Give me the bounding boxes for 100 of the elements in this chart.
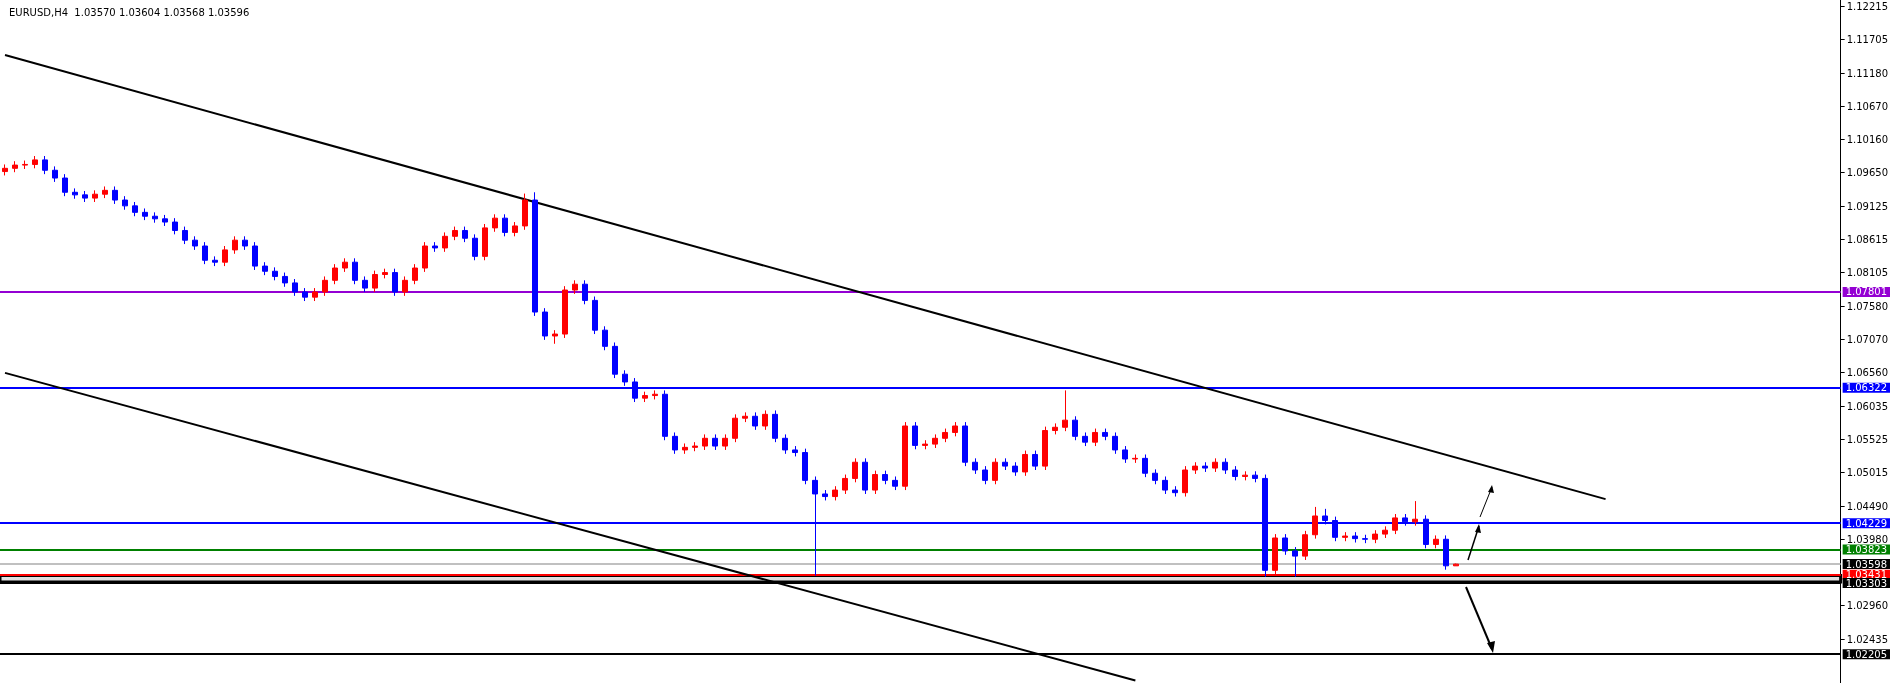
candlestick <box>672 431 678 455</box>
candlestick <box>912 421 918 450</box>
candlestick <box>222 245 228 267</box>
candlestick <box>1362 534 1368 544</box>
candlestick <box>732 413 738 443</box>
y-tick-label: 1.04490 <box>1846 500 1889 512</box>
candlestick <box>962 421 968 467</box>
candlestick <box>1312 506 1318 540</box>
y-tick-label: 1.11705 <box>1846 33 1889 45</box>
candlestick <box>322 275 328 297</box>
text: EURUSD,H4 1.03570 1.03604 1.03568 1.03596 <box>9 6 250 18</box>
candlestick <box>292 278 298 297</box>
candlestick <box>2 163 8 176</box>
candlestick <box>462 226 468 243</box>
candlestick <box>1342 531 1348 542</box>
candlestick <box>572 279 578 295</box>
candlestick <box>1132 453 1138 464</box>
candlestick <box>1232 465 1238 481</box>
y-tick-label: 1.07580 <box>1846 300 1889 312</box>
ref-line-label: 1.06322 <box>1845 382 1888 394</box>
candlestick <box>12 160 18 173</box>
candlestick <box>1022 450 1028 477</box>
candlestick <box>612 341 618 379</box>
ref-line-label: 1.07801 <box>1845 286 1888 298</box>
candlestick <box>82 190 88 203</box>
candlestick <box>1392 513 1398 535</box>
candlestick <box>932 433 938 449</box>
candlestick <box>1012 461 1018 477</box>
candlestick <box>1222 457 1228 475</box>
candlestick <box>1072 415 1078 441</box>
candlestick <box>822 489 828 501</box>
candlestick <box>1282 533 1288 556</box>
ref-line-label: 1.03431 <box>1845 569 1888 581</box>
candlestick <box>102 185 108 199</box>
candlestick <box>1042 426 1048 471</box>
candlestick <box>272 266 278 281</box>
y-tick-label: 1.02960 <box>1846 599 1889 611</box>
candlestick <box>1002 457 1008 471</box>
candlestick <box>1172 485 1178 498</box>
candlestick <box>872 470 878 495</box>
candlestick <box>1082 431 1088 447</box>
candlestick <box>972 457 978 475</box>
candlestick <box>1092 428 1098 447</box>
candlestick <box>182 226 188 245</box>
y-tick-label: 1.10160 <box>1846 133 1889 145</box>
candlestick <box>542 307 548 341</box>
candlestick <box>52 165 58 183</box>
candlestick <box>1453 563 1459 567</box>
candlestick <box>1302 530 1308 561</box>
candlestick <box>752 411 758 431</box>
candlestick <box>482 223 488 261</box>
candlestick <box>562 285 568 339</box>
candlestick <box>1412 500 1418 527</box>
candlestick <box>902 421 908 491</box>
y-tick-label: 1.06560 <box>1846 366 1889 378</box>
candlestick <box>702 433 708 451</box>
candlestick <box>1192 461 1198 475</box>
candlestick <box>332 263 338 285</box>
candlestick <box>942 428 948 443</box>
candlestick <box>1032 450 1038 471</box>
candlestick <box>1242 470 1248 481</box>
candlestick <box>362 275 368 293</box>
candlestick <box>442 231 448 253</box>
y-tick-label: 1.03980 <box>1846 533 1889 545</box>
candlestick <box>382 268 388 279</box>
candlestick <box>652 389 658 400</box>
ref-line-label: 1.02205 <box>1845 648 1888 660</box>
candlestick <box>502 213 508 237</box>
y-tick-label: 1.08105 <box>1846 266 1889 278</box>
candlestick <box>1252 470 1258 483</box>
candlestick <box>802 448 808 485</box>
candlestick <box>922 439 928 450</box>
ref-line-label: 1.04229 <box>1845 517 1888 529</box>
candlestick <box>1062 389 1068 432</box>
candlestick <box>1152 468 1158 485</box>
candlestick <box>452 226 458 241</box>
y-tick-label: 1.06035 <box>1846 400 1889 412</box>
candlestick <box>772 409 778 443</box>
y-tick-label: 1.09650 <box>1846 166 1889 178</box>
candlestick <box>472 233 478 261</box>
candlestick <box>212 255 218 267</box>
candlestick <box>1382 525 1388 539</box>
candlestick <box>432 241 438 253</box>
candlestick <box>532 191 538 317</box>
candlestick <box>1202 461 1208 473</box>
candlestick <box>762 409 768 431</box>
candlestick <box>1292 546 1298 578</box>
candlestick <box>62 173 68 197</box>
candlestick <box>1372 529 1378 544</box>
candlestick <box>1052 422 1058 435</box>
candlestick <box>992 457 998 485</box>
candlestick <box>312 287 318 302</box>
candlestick <box>682 442 688 455</box>
candlestick <box>412 263 418 285</box>
candlestick <box>852 457 858 483</box>
candlestick <box>132 201 138 217</box>
candlestick <box>552 329 558 345</box>
candlestick <box>792 445 798 457</box>
candlestick <box>422 241 428 273</box>
candlestick <box>1102 428 1108 441</box>
